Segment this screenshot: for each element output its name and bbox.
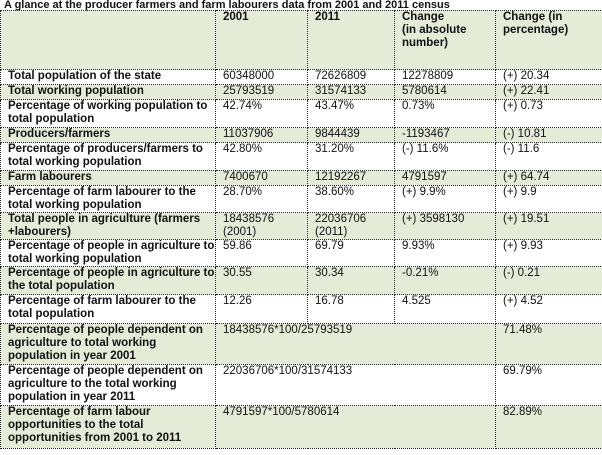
formula-row: Percentage of people dependent on agricu… [0,323,602,365]
value-2011: 16.78 [307,294,395,324]
change-percentage: (-) 0.21 [495,266,602,295]
value-2001: 12.26 [215,294,308,324]
value-2001: 18438576 (2001) [215,212,308,240]
change-percentage: (+) 20.34 [495,69,602,85]
value-2001: 7400670 [215,170,308,186]
table-row: Percentage of producers/farmers to total… [0,142,602,171]
header-line: percentage) [503,24,569,36]
change-absolute: (+) 9.9% [394,185,496,213]
value-2001: 42.80% [215,142,308,171]
header-line: number) [402,37,448,49]
result: 71.48% [495,323,602,365]
value-2011: 12192267 [307,170,395,186]
table-row: Percentage of working population to tota… [0,99,602,128]
row-label: Total population of the state [0,69,216,85]
value-2011: 22036706 (2011) [307,212,395,240]
header-label [0,10,216,70]
change-percentage: (-) 10.81 [495,127,602,143]
change-percentage: (-) 11.6 [495,142,602,171]
value-2011: 30.34 [307,266,395,295]
header-2001: 2001 [215,10,308,70]
result: 69.79% [495,364,602,406]
change-absolute: -1193467 [394,127,496,143]
formula: 18438576*100/25793519 [215,323,496,365]
value-2011: 72626809 [307,69,395,85]
table-row: Total people in agriculture (farmers +la… [0,212,602,240]
header-line: Change (in [503,11,563,24]
row-label: Percentage of people in agriculture to t… [0,239,216,267]
result: 82.89% [495,405,602,449]
header-line: (in absolute [402,24,467,36]
census-table: 2001 2011 Change (in absolute number) Ch… [0,10,602,449]
row-label: Producers/farmers [0,127,216,143]
change-absolute: (+) 3598130 [394,212,496,240]
row-label: Percentage of producers/farmers to total… [0,142,216,171]
value-2011: 31574133 [307,84,395,100]
change-absolute: 4791597 [394,170,496,186]
value-2011: 43.47% [307,99,395,128]
header-change-absolute: Change (in absolute number) [394,10,496,70]
change-absolute: 9.93% [394,239,496,267]
row-label: Farm labourers [0,170,216,186]
row-label: Percentage of people dependent on agricu… [0,323,216,365]
value-2001: 30.55 [215,266,308,295]
value-2011: 38.60% [307,185,395,213]
change-absolute: (-) 11.6% [394,142,496,171]
formula-row: Percentage of people dependent on agricu… [0,364,602,406]
row-label: Percentage of working population to tota… [0,99,216,128]
change-percentage: (+) 22.41 [495,84,602,100]
header-line: Change [402,11,445,24]
header-change-percentage: Change (in percentage) [495,10,602,70]
change-absolute: 12278809 [394,69,496,85]
table-title: A glance at the producer farmers and far… [4,0,450,11]
value-2011: 69.79 [307,239,395,267]
header-row: 2001 2011 Change (in absolute number) Ch… [0,10,602,70]
value-2001: 25793519 [215,84,308,100]
change-percentage: (+) 9.93 [495,239,602,267]
header-2011: 2011 [307,10,395,70]
row-label: Percentage of farm labourer to the total… [0,294,216,324]
row-label: Percentage of farm labourer to the total… [0,185,216,213]
change-absolute: 4.525 [394,294,496,324]
value-2001: 28.70% [215,185,308,213]
value-2011: 9844439 [307,127,395,143]
change-percentage: (+) 64.74 [495,170,602,186]
value-2001: 59.86 [215,239,308,267]
change-percentage: (+) 4.52 [495,294,602,324]
row-label: Total working population [0,84,216,100]
formula: 22036706*100/31574133 [215,364,496,406]
change-percentage: (+) 9.9 [495,185,602,213]
change-percentage: (+) 19.51 [495,212,602,240]
row-label: Percentage of farm labour opportunities … [0,405,216,449]
table-row: Percentage of farm labourer to the total… [0,185,602,213]
table-row: Total working population 25793519 315741… [0,84,602,100]
table-row: Percentage of farm labourer to the total… [0,294,602,324]
change-absolute: -0.21% [394,266,496,295]
change-absolute: 5780614 [394,84,496,100]
table-row: Total population of the state 60348000 7… [0,69,602,85]
table-row: Percentage of people in agriculture to t… [0,239,602,267]
change-percentage: (+) 0.73 [495,99,602,128]
table-row: Percentage of people in agriculture to t… [0,266,602,295]
value-2011: 31.20% [307,142,395,171]
formula-row: Percentage of farm labour opportunities … [0,405,602,449]
table-row: Producers/farmers 11037906 9844439 -1193… [0,127,602,143]
row-label: Percentage of people in agriculture to t… [0,266,216,295]
row-label: Percentage of people dependent on agricu… [0,364,216,406]
formula: 4791597*100/5780614 [215,405,496,449]
value-2001: 60348000 [215,69,308,85]
value-2001: 11037906 [215,127,308,143]
change-absolute: 0.73% [394,99,496,128]
value-2001: 42.74% [215,99,308,128]
table-row: Farm labourers 7400670 12192267 4791597 … [0,170,602,186]
row-label: Total people in agriculture (farmers +la… [0,212,216,240]
